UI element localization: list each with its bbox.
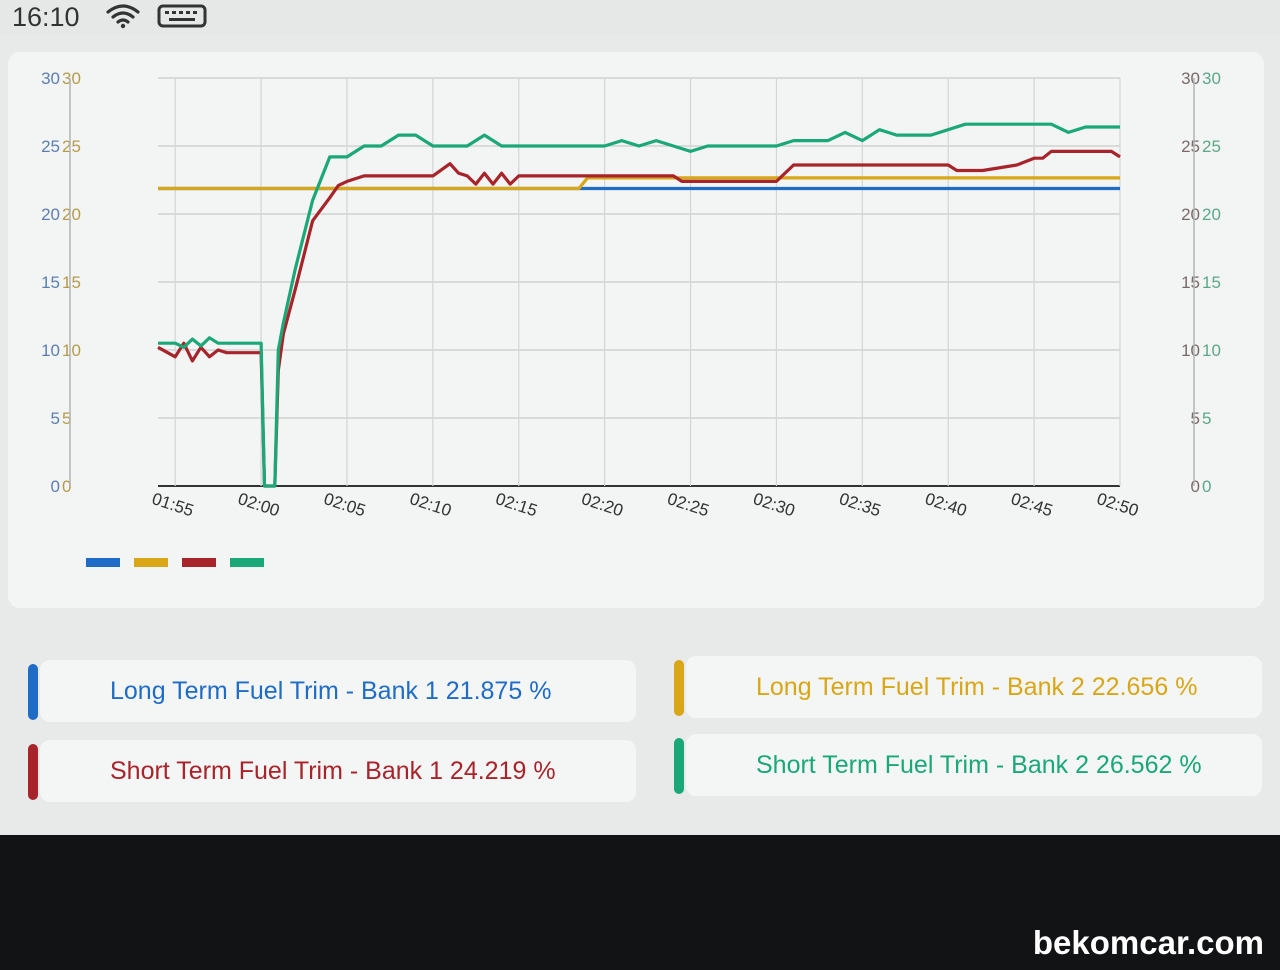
y-tick-right-b: 20 — [1202, 205, 1221, 224]
x-tick-label: 02:00 — [236, 489, 282, 520]
y-tick-left-b: 15 — [62, 273, 81, 292]
y-tick-right-b: 30 — [1202, 69, 1221, 88]
x-tick-label: 02:25 — [665, 489, 711, 520]
y-tick-right-a: 10 — [1181, 341, 1200, 360]
x-tick-label: 02:30 — [751, 489, 797, 520]
x-tick-label: 02:15 — [493, 489, 539, 520]
y-tick-left-a: 0 — [51, 477, 60, 496]
watermark: bekomcar.com — [1032, 924, 1264, 961]
color-bar — [674, 738, 684, 794]
tile-label: Long Term Fuel Trim - Bank 2 22.656 % — [756, 673, 1198, 701]
keyboard-icon — [157, 3, 207, 34]
y-tick-right-a: 25 — [1181, 137, 1200, 156]
y-tick-right-b: 15 — [1202, 273, 1221, 292]
status-time: 16:10 — [12, 2, 80, 32]
color-bar — [674, 660, 684, 716]
legend-swatch-stft_b2 — [230, 558, 264, 567]
legend-swatch-ltft_b2 — [134, 558, 168, 567]
y-tick-right-b: 10 — [1202, 341, 1221, 360]
x-tick-label: 01:55 — [150, 489, 196, 520]
color-bar — [28, 744, 38, 800]
status-bar: 16:10 — [0, 0, 1280, 34]
legend-swatch-stft_b1 — [182, 558, 216, 567]
y-tick-left-a: 25 — [41, 137, 60, 156]
y-tick-left-a: 30 — [41, 69, 60, 88]
x-tick-label: 02:35 — [837, 489, 883, 520]
color-bar — [28, 664, 38, 720]
series-line-ltft_b2 — [158, 176, 1120, 191]
tile-stft-bank2[interactable]: Short Term Fuel Trim - Bank 2 26.562 % — [674, 734, 1262, 796]
y-tick-right-a: 0 — [1191, 477, 1200, 496]
series-line-stft_b2 — [158, 122, 1120, 488]
series-line-stft_b1 — [157, 149, 1121, 488]
y-tick-left-b: 20 — [62, 205, 81, 224]
y-tick-left-b: 10 — [62, 341, 81, 360]
y-tick-right-a: 5 — [1191, 409, 1200, 428]
tile-label: Short Term Fuel Trim - Bank 1 24.219 % — [110, 757, 556, 785]
y-tick-left-a: 5 — [51, 409, 60, 428]
x-tick-label: 02:45 — [1009, 489, 1055, 520]
tile-ltft-bank1[interactable]: Long Term Fuel Trim - Bank 1 21.875 % — [28, 660, 636, 722]
wifi-icon — [106, 3, 140, 34]
y-tick-left-b: 5 — [62, 409, 71, 428]
y-tick-right-b: 25 — [1202, 137, 1221, 156]
x-tick-label: 02:20 — [579, 489, 625, 520]
y-tick-left-a: 15 — [41, 273, 60, 292]
tile-label: Long Term Fuel Trim - Bank 1 21.875 % — [110, 677, 552, 705]
y-tick-right-a: 30 — [1181, 69, 1200, 88]
x-tick-label: 02:10 — [407, 489, 453, 520]
tile-label: Short Term Fuel Trim - Bank 2 26.562 % — [756, 751, 1202, 779]
legend-swatch-ltft_b1 — [86, 558, 120, 567]
y-tick-left-a: 10 — [41, 341, 60, 360]
tile-stft-bank1[interactable]: Short Term Fuel Trim - Bank 1 24.219 % — [28, 740, 636, 802]
y-tick-left-a: 20 — [41, 205, 60, 224]
y-tick-left-b: 30 — [62, 69, 81, 88]
tile-ltft-bank2[interactable]: Long Term Fuel Trim - Bank 2 22.656 % — [674, 656, 1262, 718]
x-tick-label: 02:40 — [923, 489, 969, 520]
x-tick-label: 02:05 — [321, 489, 367, 520]
app-screen: 16:10 0 0 0 0 5 5 5 5 10 10 10 10 15 15 15 15 20 20 20 20 25… — [0, 0, 1280, 835]
y-tick-right-b: 0 — [1202, 477, 1211, 496]
y-tick-right-b: 5 — [1202, 409, 1211, 428]
y-tick-right-a: 20 — [1181, 205, 1200, 224]
x-tick-label: 02:50 — [1095, 489, 1141, 520]
y-tick-left-b: 25 — [62, 137, 81, 156]
y-tick-left-b: 0 — [62, 477, 71, 496]
y-tick-right-a: 15 — [1181, 273, 1200, 292]
chart-card: 0 0 0 0 5 5 5 5 10 10 10 10 15 15 15 15 20 20 20 20 25 25 25 25… — [8, 52, 1264, 608]
